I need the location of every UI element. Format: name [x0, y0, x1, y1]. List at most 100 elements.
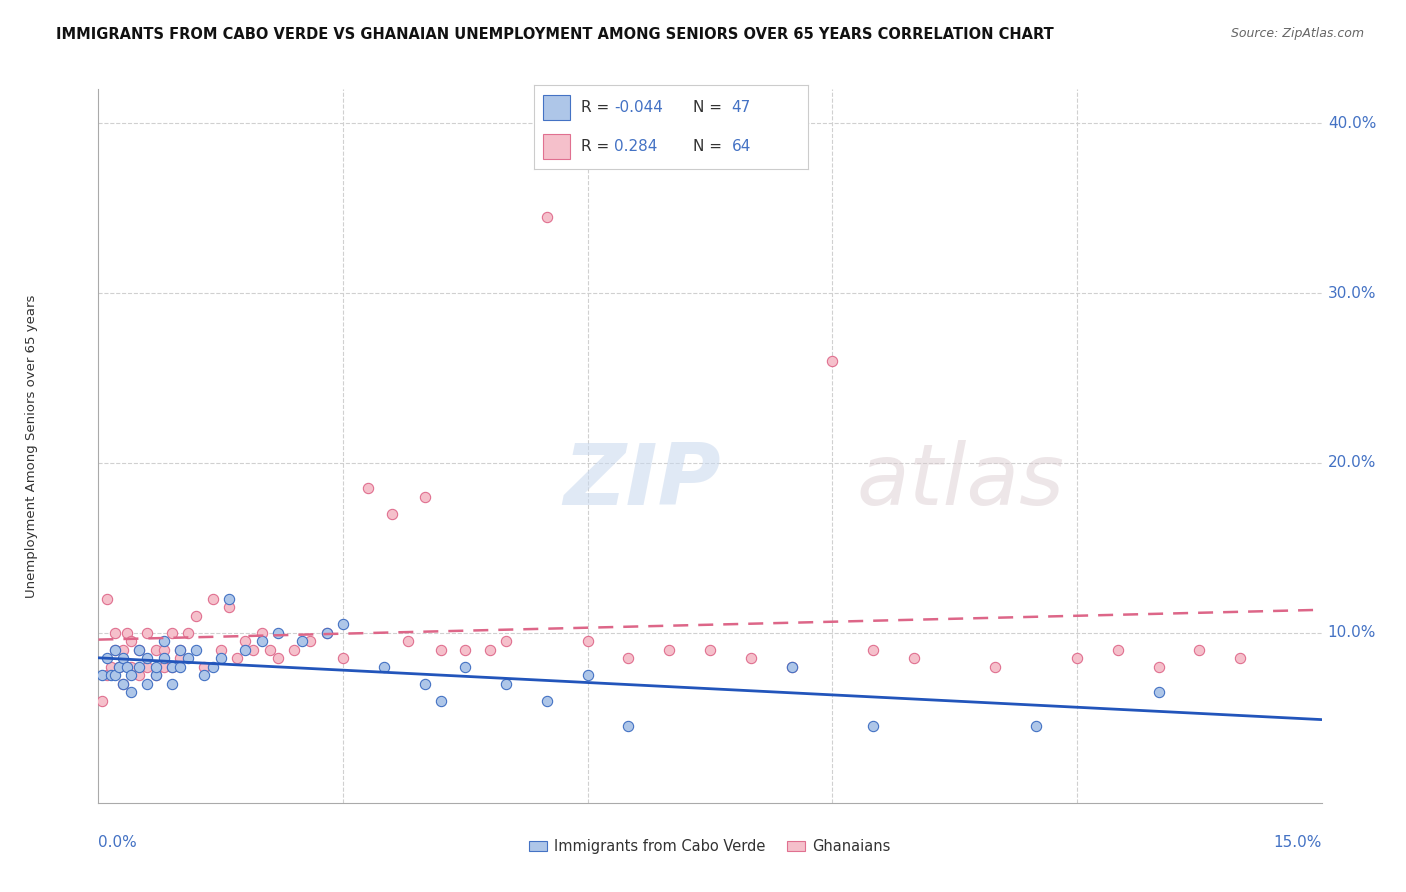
- Point: [193, 660, 215, 674]
- Bar: [543, 95, 569, 120]
- Point: [169, 660, 191, 674]
- Point: [903, 651, 925, 665]
- Point: [186, 643, 208, 657]
- Point: [160, 660, 183, 674]
- Point: [699, 643, 721, 657]
- Point: [617, 651, 640, 665]
- Point: [780, 660, 803, 674]
- Point: [576, 668, 599, 682]
- Point: [108, 660, 131, 674]
- Point: [381, 507, 404, 521]
- Point: [120, 660, 142, 674]
- Point: [104, 643, 127, 657]
- Point: [115, 626, 138, 640]
- Point: [169, 643, 191, 657]
- Text: R =: R =: [581, 100, 614, 115]
- Point: [356, 482, 378, 496]
- Point: [96, 591, 118, 606]
- Point: [862, 643, 884, 657]
- Point: [1147, 660, 1170, 674]
- Text: ZIP: ZIP: [564, 440, 721, 524]
- Text: R =: R =: [581, 139, 619, 154]
- Point: [218, 600, 240, 615]
- Point: [413, 490, 436, 504]
- Point: [152, 660, 174, 674]
- Point: [128, 660, 150, 674]
- Point: [218, 591, 240, 606]
- Point: [136, 677, 159, 691]
- Point: [201, 660, 224, 674]
- Point: [740, 651, 762, 665]
- Point: [267, 626, 290, 640]
- Point: [169, 651, 191, 665]
- Point: [91, 668, 114, 682]
- Point: [1188, 643, 1211, 657]
- Point: [250, 634, 273, 648]
- Text: 15.0%: 15.0%: [1274, 835, 1322, 850]
- Point: [145, 660, 167, 674]
- Point: [233, 634, 256, 648]
- Point: [226, 651, 249, 665]
- Point: [177, 626, 200, 640]
- Point: [145, 643, 167, 657]
- Text: 30.0%: 30.0%: [1327, 285, 1376, 301]
- Point: [120, 685, 142, 699]
- Point: [1107, 643, 1129, 657]
- Point: [96, 668, 118, 682]
- Point: [201, 591, 224, 606]
- Point: [862, 719, 884, 733]
- Text: -0.044: -0.044: [614, 100, 662, 115]
- Point: [100, 660, 122, 674]
- Point: [984, 660, 1007, 674]
- Point: [233, 643, 256, 657]
- Point: [96, 651, 118, 665]
- Text: 64: 64: [731, 139, 751, 154]
- Point: [91, 694, 114, 708]
- Point: [111, 643, 134, 657]
- Point: [111, 677, 134, 691]
- Point: [259, 643, 281, 657]
- Point: [454, 660, 477, 674]
- Point: [315, 626, 337, 640]
- Text: IMMIGRANTS FROM CABO VERDE VS GHANAIAN UNEMPLOYMENT AMONG SENIORS OVER 65 YEARS : IMMIGRANTS FROM CABO VERDE VS GHANAIAN U…: [56, 27, 1054, 42]
- Point: [136, 626, 159, 640]
- Text: 0.284: 0.284: [614, 139, 657, 154]
- Point: [177, 651, 200, 665]
- Point: [617, 719, 640, 733]
- Text: 47: 47: [731, 100, 751, 115]
- Text: N =: N =: [693, 100, 727, 115]
- Point: [169, 643, 191, 657]
- Point: [120, 668, 142, 682]
- Text: 40.0%: 40.0%: [1327, 116, 1376, 131]
- Point: [291, 634, 314, 648]
- Point: [1025, 719, 1047, 733]
- Text: Unemployment Among Seniors over 65 years: Unemployment Among Seniors over 65 years: [25, 294, 38, 598]
- Point: [136, 651, 159, 665]
- Point: [658, 643, 681, 657]
- Point: [209, 643, 232, 657]
- Point: [283, 643, 305, 657]
- Point: [299, 634, 322, 648]
- Point: [152, 651, 174, 665]
- Point: [160, 660, 183, 674]
- Point: [495, 677, 517, 691]
- Point: [478, 643, 501, 657]
- Text: 0.0%: 0.0%: [98, 835, 138, 850]
- Point: [430, 643, 453, 657]
- Point: [136, 660, 159, 674]
- Point: [413, 677, 436, 691]
- Text: N =: N =: [693, 139, 727, 154]
- Point: [100, 668, 122, 682]
- Point: [536, 210, 558, 224]
- Point: [111, 677, 134, 691]
- Text: Source: ZipAtlas.com: Source: ZipAtlas.com: [1230, 27, 1364, 40]
- Point: [186, 608, 208, 623]
- Point: [242, 643, 264, 657]
- Text: atlas: atlas: [856, 440, 1064, 524]
- Point: [152, 643, 174, 657]
- Point: [1229, 651, 1251, 665]
- Point: [145, 668, 167, 682]
- Point: [332, 651, 354, 665]
- Point: [160, 626, 183, 640]
- Point: [821, 354, 844, 368]
